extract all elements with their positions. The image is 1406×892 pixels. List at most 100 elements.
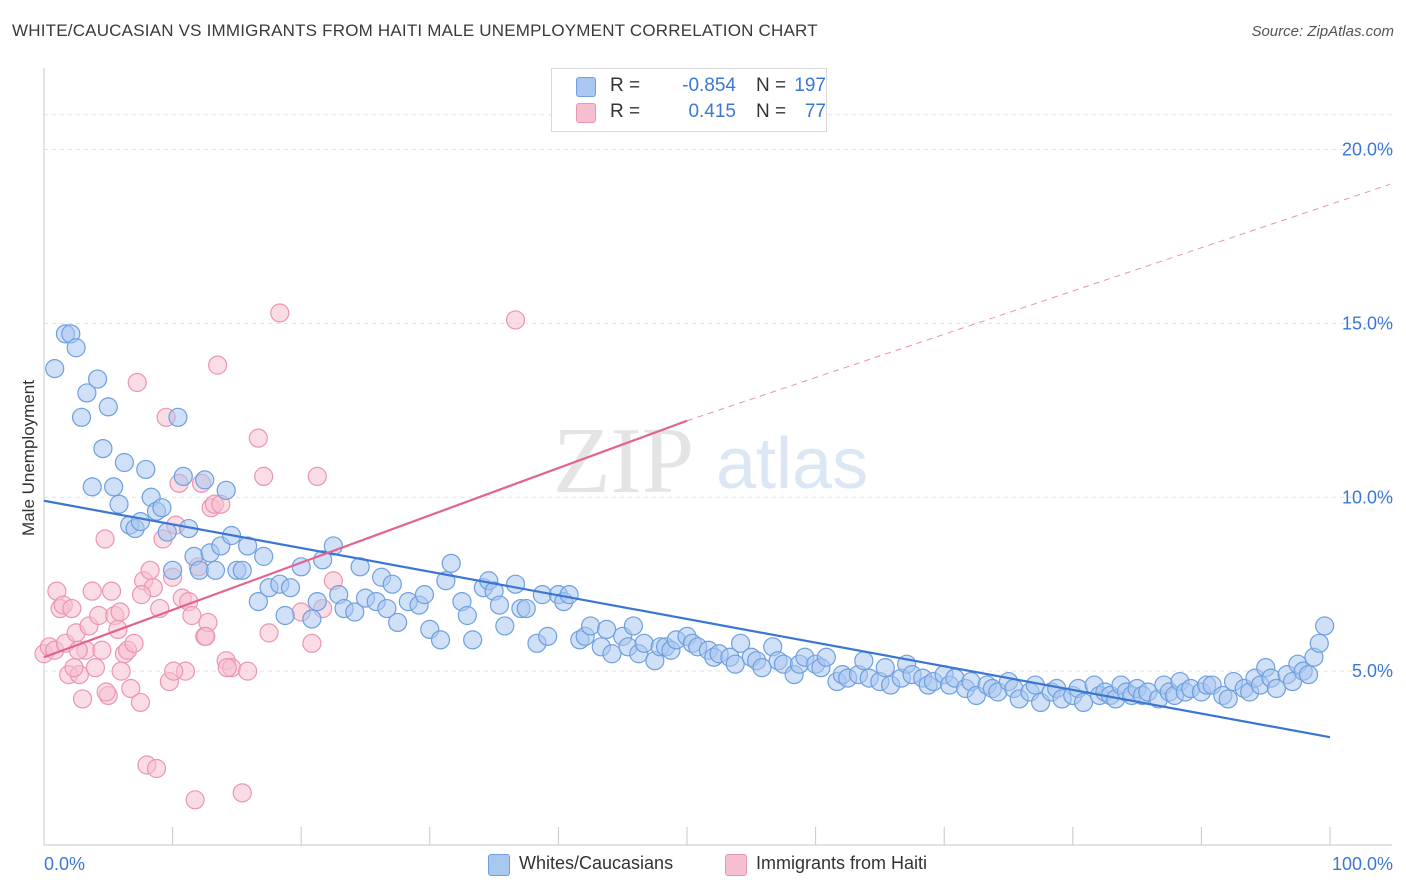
point-whites bbox=[163, 560, 183, 580]
source-label: Source: ZipAtlas.com bbox=[1251, 23, 1394, 40]
point-whites bbox=[463, 630, 483, 650]
point-whites bbox=[752, 658, 772, 678]
point-whites bbox=[152, 498, 172, 518]
point-whites bbox=[875, 658, 895, 678]
series-whites-caucasians bbox=[45, 324, 1335, 713]
trend-lines bbox=[43, 183, 1391, 739]
point-whites bbox=[414, 585, 435, 605]
point-haiti bbox=[164, 661, 184, 681]
point-whites bbox=[430, 630, 451, 650]
trend-line-whites bbox=[43, 499, 1331, 739]
point-haiti bbox=[85, 658, 106, 678]
point-whites bbox=[232, 560, 252, 580]
point-whites bbox=[505, 574, 526, 594]
point-whites bbox=[87, 369, 108, 389]
point-haiti bbox=[127, 372, 147, 393]
point-whites bbox=[189, 560, 209, 580]
point-haiti bbox=[124, 633, 144, 653]
point-whites bbox=[1073, 692, 1094, 713]
trend-line-haiti-extension bbox=[686, 183, 1391, 422]
point-haiti bbox=[89, 605, 109, 626]
point-whites bbox=[538, 626, 558, 646]
correlation-legend: R = -0.854 N = 197 R = 0.415 N = 77 bbox=[551, 68, 827, 132]
r-label: R = bbox=[610, 101, 641, 122]
point-haiti bbox=[62, 598, 82, 619]
point-whites bbox=[195, 470, 215, 490]
tick-labels: 5.0% 10.0% 15.0% 20.0% 0.0% 100.0% bbox=[44, 140, 1393, 874]
point-haiti bbox=[182, 605, 202, 626]
point-whites bbox=[623, 616, 644, 636]
point-whites bbox=[157, 522, 177, 542]
n-value: 197 bbox=[794, 75, 826, 96]
point-haiti bbox=[95, 529, 115, 549]
point-whites bbox=[1309, 633, 1329, 653]
point-whites bbox=[104, 477, 124, 497]
point-whites bbox=[382, 574, 402, 594]
series-legend: Whites/Caucasians Immigrants from Haiti bbox=[0, 852, 1406, 878]
point-whites bbox=[730, 633, 751, 653]
point-whites bbox=[580, 616, 601, 636]
point-whites bbox=[66, 338, 86, 358]
legend-label-whites: Whites/Caucasians bbox=[519, 853, 674, 873]
point-haiti bbox=[96, 682, 116, 702]
point-haiti bbox=[259, 623, 279, 643]
point-haiti bbox=[208, 355, 228, 375]
legend-swatch-blue bbox=[576, 77, 596, 97]
point-whites bbox=[275, 605, 295, 626]
point-haiti bbox=[121, 678, 141, 699]
point-haiti bbox=[130, 692, 151, 713]
point-whites bbox=[93, 438, 113, 459]
point-whites bbox=[516, 598, 536, 619]
x-tick-label: 0.0% bbox=[44, 854, 85, 874]
n-label: N = bbox=[756, 75, 787, 96]
n-value: 77 bbox=[804, 101, 826, 122]
point-haiti bbox=[254, 466, 274, 487]
point-whites bbox=[238, 536, 258, 556]
y-axis-title: Male Unemployment bbox=[19, 380, 38, 536]
point-whites bbox=[489, 595, 510, 615]
point-haiti bbox=[217, 658, 237, 678]
legend-swatch-pink bbox=[725, 854, 747, 876]
point-whites bbox=[441, 553, 461, 573]
point-haiti bbox=[111, 661, 131, 681]
point-whites bbox=[254, 546, 274, 566]
watermark-atlas: atlas bbox=[716, 424, 868, 504]
point-whites bbox=[1298, 665, 1319, 685]
point-whites bbox=[114, 452, 134, 473]
y-tick-label: 10.0% bbox=[1342, 487, 1393, 507]
point-whites bbox=[597, 619, 617, 640]
point-whites bbox=[168, 407, 188, 427]
point-whites bbox=[1266, 678, 1287, 699]
point-whites bbox=[98, 397, 118, 417]
y-tick-label: 20.0% bbox=[1342, 140, 1393, 160]
point-whites bbox=[854, 651, 874, 671]
point-haiti bbox=[196, 626, 216, 646]
point-whites bbox=[345, 602, 365, 622]
x-tick-label: 100.0% bbox=[1332, 854, 1393, 874]
axes bbox=[43, 68, 1392, 846]
y-tick-label: 5.0% bbox=[1352, 661, 1393, 681]
legend-swatch-blue bbox=[488, 854, 510, 876]
legend-swatch-pink bbox=[576, 103, 596, 123]
point-whites bbox=[602, 644, 622, 664]
point-haiti bbox=[92, 640, 112, 660]
point-whites bbox=[377, 598, 397, 619]
point-haiti bbox=[131, 585, 152, 605]
point-haiti bbox=[110, 602, 130, 622]
point-haiti bbox=[146, 758, 167, 779]
point-haiti bbox=[140, 560, 160, 580]
point-whites bbox=[388, 612, 408, 633]
point-whites bbox=[495, 616, 515, 636]
y-tick-label: 15.0% bbox=[1342, 313, 1393, 333]
point-haiti bbox=[248, 428, 268, 448]
point-whites bbox=[307, 591, 327, 612]
point-whites bbox=[82, 477, 102, 497]
r-label: R = bbox=[610, 75, 641, 96]
point-haiti bbox=[307, 466, 327, 487]
point-haiti bbox=[72, 689, 93, 709]
point-whites bbox=[109, 494, 129, 514]
point-whites bbox=[173, 466, 193, 487]
point-haiti bbox=[505, 310, 526, 330]
chart-title: WHITE/CAUCASIAN VS IMMIGRANTS FROM HAITI… bbox=[12, 21, 818, 40]
